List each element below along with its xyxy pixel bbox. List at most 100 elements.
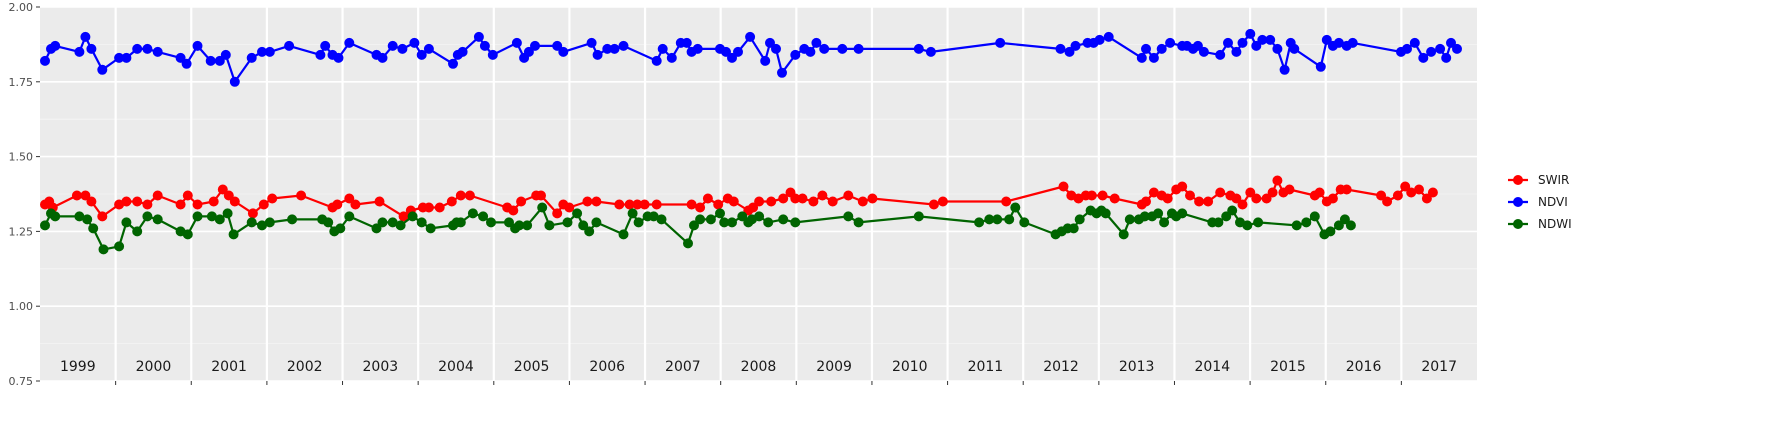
data-point <box>1097 190 1108 201</box>
data-point <box>1055 43 1066 54</box>
data-point <box>1177 208 1188 219</box>
year-label: 2003 <box>363 359 399 375</box>
data-point <box>257 220 267 231</box>
data-point <box>808 196 819 207</box>
data-point <box>1279 64 1290 75</box>
data-point <box>1341 184 1352 195</box>
data-point <box>1452 43 1462 54</box>
data-point <box>423 43 434 54</box>
data-point <box>797 193 808 204</box>
data-point <box>479 40 490 51</box>
data-point <box>205 55 216 66</box>
data-point <box>1086 190 1097 201</box>
data-point <box>287 214 298 225</box>
x-axis: 1999 2000 2001 2002 2003 2004 2005 2006 2007 2008… <box>60 359 1457 385</box>
data-point <box>837 43 848 54</box>
data-point <box>651 199 662 210</box>
data-point <box>425 223 436 234</box>
data-point <box>1177 181 1188 192</box>
data-point <box>1074 214 1085 225</box>
data-point <box>523 46 534 57</box>
data-point <box>416 217 427 228</box>
data-point <box>74 211 85 222</box>
legend-item-ndvi: NDVI <box>1508 195 1568 209</box>
data-point <box>1414 184 1424 195</box>
data-point <box>434 202 445 213</box>
data-point <box>86 196 97 207</box>
data-point <box>1068 223 1079 234</box>
data-point <box>705 214 716 225</box>
data-point <box>467 208 478 219</box>
data-point <box>416 49 427 60</box>
data-point <box>1141 43 1151 54</box>
data-point <box>1185 190 1195 201</box>
data-point <box>333 52 344 63</box>
data-point <box>760 55 771 66</box>
data-point <box>558 46 569 57</box>
data-point <box>97 211 108 222</box>
data-point <box>344 211 355 222</box>
data-point <box>728 196 739 207</box>
data-point <box>656 214 667 225</box>
data-point <box>928 199 939 210</box>
data-point <box>1251 193 1262 204</box>
data-point <box>464 190 475 201</box>
legend-marker <box>1513 197 1523 207</box>
data-point <box>633 217 644 228</box>
data-point <box>1426 46 1437 57</box>
data-point <box>1213 217 1224 228</box>
data-point <box>1345 220 1356 231</box>
year-label: 2014 <box>1194 359 1230 375</box>
data-point <box>1309 211 1320 222</box>
data-point <box>344 37 355 48</box>
data-point <box>377 217 388 228</box>
data-point <box>457 46 468 57</box>
data-point <box>1418 52 1429 63</box>
series-ndvi <box>40 28 1462 87</box>
year-label: 2002 <box>287 359 323 375</box>
data-point <box>387 40 398 51</box>
data-point <box>522 220 533 231</box>
data-point <box>40 55 50 66</box>
data-point <box>264 217 275 228</box>
data-point <box>811 37 822 48</box>
data-point <box>40 220 50 231</box>
data-point <box>702 193 713 204</box>
y-tick-label: 1.50 <box>9 151 34 164</box>
data-point <box>320 40 331 51</box>
data-point <box>819 43 830 54</box>
data-point <box>681 37 692 48</box>
data-point <box>387 217 398 228</box>
data-point <box>1301 217 1312 228</box>
data-point <box>121 52 132 63</box>
data-point <box>516 196 527 207</box>
data-point <box>121 196 132 207</box>
data-point <box>132 226 143 237</box>
data-point <box>1058 181 1069 192</box>
y-tick-label: 2.00 <box>9 1 34 14</box>
data-point <box>98 244 109 255</box>
data-point <box>992 214 1003 225</box>
data-point <box>1272 43 1283 54</box>
data-point <box>504 217 514 228</box>
data-point <box>1153 208 1164 219</box>
data-point <box>1435 43 1446 54</box>
data-point <box>1141 196 1151 207</box>
data-point <box>1284 184 1295 195</box>
data-point <box>713 199 724 210</box>
series-swir <box>40 175 1438 222</box>
data-point <box>648 211 659 222</box>
data-point <box>683 238 693 249</box>
data-point <box>686 199 697 210</box>
data-point <box>514 220 525 231</box>
data-point <box>602 43 613 54</box>
data-point <box>582 196 593 207</box>
data-point <box>1118 229 1129 240</box>
year-label: 2012 <box>1043 359 1079 375</box>
data-point <box>152 46 163 57</box>
data-point <box>50 40 61 51</box>
legend-item-swir: SWIR <box>1508 173 1569 187</box>
data-point <box>536 190 546 201</box>
year-label: 2000 <box>136 359 172 375</box>
